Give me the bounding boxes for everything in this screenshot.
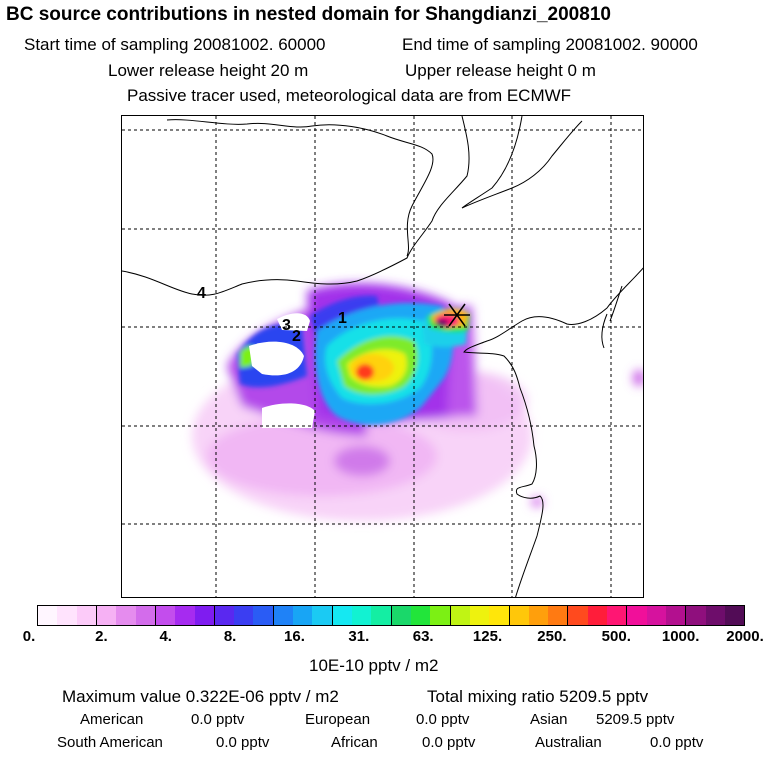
colorbar-segment xyxy=(272,606,294,625)
colorbar-segment xyxy=(95,606,117,625)
colorbar-tick-label: 4. xyxy=(159,628,172,645)
map-panel: 1 2 3 4 xyxy=(121,115,644,598)
colorbar-segment xyxy=(331,606,352,625)
colorbar-segment xyxy=(194,606,214,625)
colorbar-tick-label: 125. xyxy=(472,628,503,645)
source-label-american: American xyxy=(80,711,144,728)
colorbar-segment xyxy=(76,606,96,625)
marker-1: 1 xyxy=(338,310,347,327)
colorbar-tick-label: 31. xyxy=(348,628,370,645)
lat-lon-grid xyxy=(122,116,643,597)
colorbar-segment xyxy=(371,606,391,625)
colorbar-segment xyxy=(607,606,627,625)
colorbar-segment xyxy=(213,606,235,625)
colorbar-tick-label: 1000. xyxy=(661,628,700,645)
coastline xyxy=(122,116,643,597)
start-time-label: Start time of sampling 20081002. 60000 xyxy=(24,35,326,54)
colorbar-units: 10E-10 pptv / m2 xyxy=(309,656,439,675)
colorbar-tick-label: 2. xyxy=(95,628,108,645)
marker-2: 2 xyxy=(292,328,301,345)
colorbar-segment xyxy=(57,606,77,625)
colorbar-segment xyxy=(430,606,450,625)
colorbar-segment xyxy=(548,606,568,625)
source-label-european: European xyxy=(305,711,371,728)
source-value-european: 0.0 pptv xyxy=(416,711,470,728)
colorbar-tick-label: 500. xyxy=(601,628,631,645)
colorbar-segment xyxy=(175,606,195,625)
colorbar-segment xyxy=(116,606,136,625)
colorbar-segment xyxy=(38,606,58,625)
colorbar-segment xyxy=(666,606,686,625)
colorbar-segment xyxy=(410,606,431,625)
total-mixing-label: Total mixing ratio 5209.5 pptv xyxy=(427,687,649,706)
colorbar-segment xyxy=(352,606,372,625)
marker-4: 4 xyxy=(197,285,206,302)
colorbar-segment xyxy=(135,606,155,625)
colorbar-tick-label: 250. xyxy=(537,628,567,645)
colorbar-segment xyxy=(469,606,490,625)
colorbar-segment xyxy=(508,606,529,625)
upper-height-label: Upper release height 0 m xyxy=(405,61,596,80)
colorbar-tick-label: 63. xyxy=(412,628,434,645)
colorbar-segment xyxy=(567,606,588,625)
source-label-asian: Asian xyxy=(530,711,568,728)
source-value-asian: 5209.5 pptv xyxy=(596,711,675,728)
colorbar-segment xyxy=(312,606,332,625)
source-value-australian: 0.0 pptv xyxy=(650,734,704,751)
marker-3: 3 xyxy=(282,317,291,334)
colorbar-segment xyxy=(293,606,313,625)
concentration-field xyxy=(192,283,643,521)
colorbar-segment xyxy=(449,606,470,625)
source-label-african: African xyxy=(331,734,378,751)
lower-height-label: Lower release height 20 m xyxy=(108,61,309,80)
map-canvas: 1 2 3 4 xyxy=(122,116,643,597)
colorbar-segment xyxy=(154,606,176,625)
colorbar xyxy=(37,605,745,626)
source-label-australian: Australian xyxy=(535,734,602,751)
colorbar-segment xyxy=(489,606,509,625)
colorbar-tick-label: 2000. xyxy=(726,628,764,645)
colorbar-segment xyxy=(685,606,706,625)
max-value-label: Maximum value 0.322E-06 pptv / m2 xyxy=(62,687,339,706)
receptor-cross-icon xyxy=(444,303,470,327)
colorbar-segment xyxy=(626,606,647,625)
colorbar-segment xyxy=(705,606,725,625)
end-time-label: End time of sampling 20081002. 90000 xyxy=(402,35,698,54)
colorbar-tick-label: 8. xyxy=(223,628,237,645)
source-label-south-american: South American xyxy=(57,734,163,751)
colorbar-tick-label: 0. xyxy=(22,628,36,645)
colorbar-segment xyxy=(646,606,666,625)
plot-title: BC source contributions in nested domain… xyxy=(6,4,611,25)
colorbar-segment xyxy=(724,606,745,625)
colorbar-tick-label: 16. xyxy=(284,628,305,645)
colorbar-segment xyxy=(253,606,273,625)
source-value-american: 0.0 pptv xyxy=(191,711,245,728)
colorbar-segment xyxy=(234,606,254,625)
colorbar-segment xyxy=(390,606,411,625)
colorbar-segment xyxy=(587,606,608,625)
tracer-note: Passive tracer used, meteorological data… xyxy=(127,86,572,105)
colorbar-segment xyxy=(528,606,549,625)
source-value-south-american: 0.0 pptv xyxy=(216,734,270,751)
source-value-african: 0.0 pptv xyxy=(422,734,476,751)
